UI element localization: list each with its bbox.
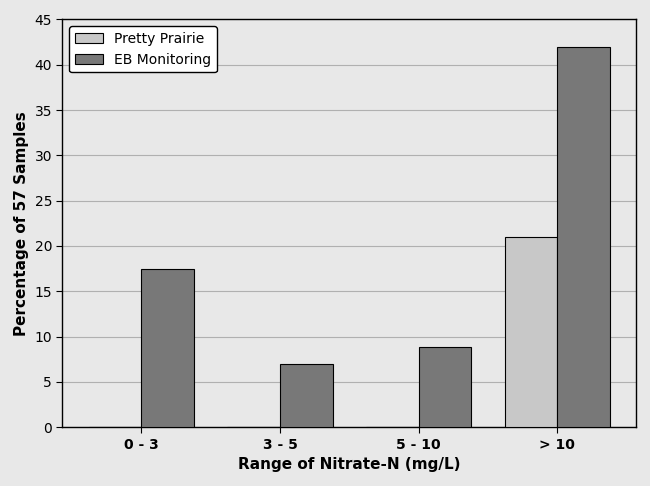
X-axis label: Range of Nitrate-N (mg/L): Range of Nitrate-N (mg/L) bbox=[238, 457, 461, 472]
Bar bbox=[141, 269, 194, 427]
Bar bbox=[504, 237, 557, 427]
Bar bbox=[280, 364, 333, 427]
Legend: Pretty Prairie, EB Monitoring: Pretty Prairie, EB Monitoring bbox=[70, 26, 216, 72]
Bar bbox=[419, 347, 471, 427]
Bar bbox=[557, 47, 610, 427]
Y-axis label: Percentage of 57 Samples: Percentage of 57 Samples bbox=[14, 111, 29, 336]
